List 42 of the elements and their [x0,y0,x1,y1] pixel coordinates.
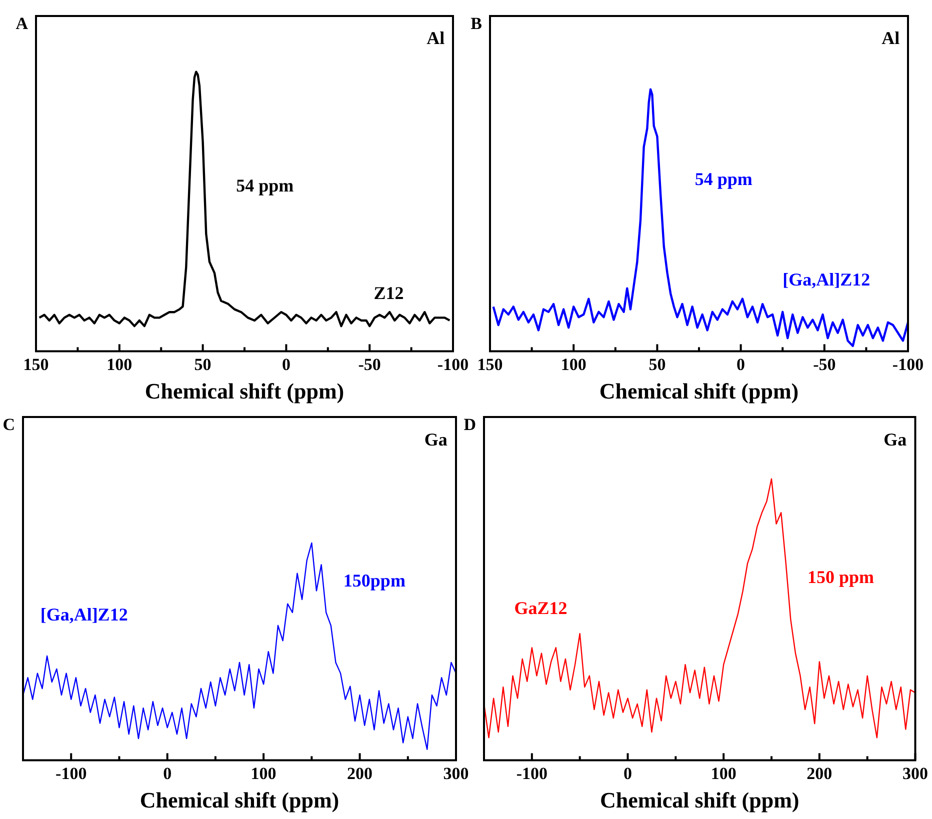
x-tick-label: 100 [106,354,132,374]
chart-title: A [16,14,29,33]
chart-title: B [470,14,482,33]
x-tick-label: -100 [56,764,87,783]
x-axis-title: Chemical shift (ppm) [599,378,799,404]
x-tick-label: 0 [736,354,746,374]
x-tick-label: -50 [358,354,381,374]
text: Ga [424,430,448,450]
chart-title: D [464,414,476,434]
x-tick-label: 150 [23,354,49,374]
chart-title: C [2,414,15,434]
text: Al [426,28,445,48]
annotation: 54 ppm [236,176,294,196]
x-tick-label: -50 [813,354,836,374]
annotation: [Ga,Al]Z12 [782,269,870,290]
x-tick-label: 300 [443,764,469,783]
x-tick-label: 0 [624,764,632,783]
x-tick-label: 300 [902,764,928,783]
annotation: GaZ12 [514,598,568,618]
annotation: 150ppm [343,570,406,590]
x-axis-title: Chemical shift (ppm) [144,378,344,404]
x-axis-title: Chemical shift (ppm) [600,787,800,812]
x-tick-label: 200 [806,764,832,783]
x-tick-label: 100 [710,764,736,783]
x-axis-title: Chemical shift (ppm) [140,787,340,812]
annotation: Z12 [374,282,404,303]
x-tick-label: 0 [282,354,290,374]
x-tick-label: -100 [892,354,924,374]
x-tick-label: 50 [194,354,212,374]
x-tick-label: 150 [477,354,503,374]
text: Al [882,28,900,48]
text: Ga [884,430,907,450]
annotation: [Ga,Al]Z12 [40,604,128,625]
annotation: 54 ppm [694,168,752,189]
x-tick-label: 100 [560,354,586,374]
x-tick-label: 100 [250,764,276,783]
x-tick-label: 0 [163,764,172,783]
annotation: 150 ppm [807,566,874,587]
x-tick-label: -100 [516,764,548,783]
x-tick-label: -100 [437,354,469,374]
x-tick-label: 200 [347,764,373,783]
x-tick-label: 50 [648,354,666,374]
